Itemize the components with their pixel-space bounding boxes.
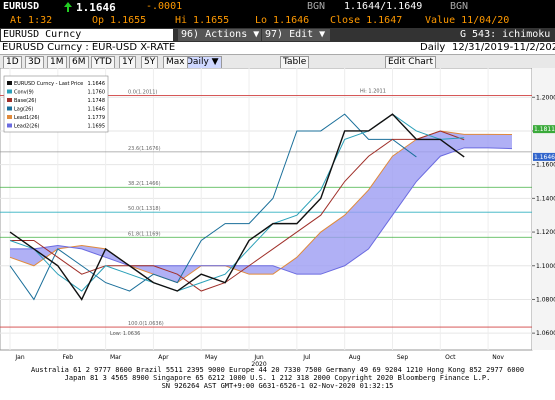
level-label: 50.0(1.1318): [128, 206, 161, 212]
x-tick-label: Nov: [492, 354, 504, 361]
y-tick-label: 1.1600: [536, 162, 555, 169]
toolbar: Daily ▼ Table Edit Chart 1D 3D 1M 6M YTD 1Y 5Y…: [0, 55, 555, 69]
ask-source: BGN: [450, 1, 469, 12]
series-line: [10, 147, 513, 275]
cloud: [10, 130, 512, 283]
level-label: 61.8(1.1169): [128, 231, 161, 237]
legend-label: Base(26): [14, 98, 36, 104]
value-date: Value 11/04/20: [425, 15, 510, 26]
page-name: G 543: ichimoku: [460, 29, 551, 40]
y-tick-label: 1.2000: [536, 94, 555, 101]
y-tick-label: 1.1200: [536, 229, 555, 236]
x-tick-label: Jan: [14, 354, 24, 361]
price-tag-label: 1.1646: [534, 154, 555, 161]
footer-line: Japan 81 3 4565 8900 Singapore 65 6212 1…: [64, 374, 491, 382]
period-button[interactable]: YTD: [91, 56, 115, 69]
legend-swatch: [7, 115, 12, 119]
x-tick-label: Sep: [397, 354, 409, 361]
level-label: 0.0(1.2011): [128, 89, 157, 95]
x-tick-label: Apr: [158, 354, 169, 361]
footer-line: Australia 61 2 9777 8600 Brazil 5511 239…: [30, 366, 525, 374]
frequency: Daily: [420, 42, 446, 53]
high: Hi 1.1655: [175, 15, 230, 26]
legend-swatch: [7, 106, 12, 111]
axis-background: [532, 68, 555, 350]
x-tick-label: Jun: [253, 354, 264, 361]
function-bar: EURUSD Curncy 96) Actions ▼ 97) Edit ▼ G…: [0, 28, 555, 42]
level-label: 23.6(1.1676): [128, 146, 161, 152]
price-tag-label: 1.1811: [534, 126, 555, 133]
info-bar: EURUSD Curncy : EUR-USD X-RATE Daily 12/…: [0, 42, 555, 55]
legend-label: Lag(26): [14, 107, 33, 113]
legend-swatch: [7, 81, 12, 85]
price-tag: [533, 125, 555, 134]
y-tick-label: 1.0600: [536, 330, 555, 337]
x-tick-label: Feb: [62, 354, 73, 361]
ticker: EURUSD: [3, 1, 40, 12]
x-tick-label: Jul: [302, 354, 311, 361]
legend-swatch: [7, 123, 12, 128]
bid-ask: 1.1644/1.1649: [344, 1, 423, 12]
year-label: 2020: [251, 361, 266, 366]
series-line: [9, 113, 465, 301]
edit-menu[interactable]: 97) Edit ▼: [262, 29, 330, 41]
actions-menu[interactable]: 96) Actions ▼: [178, 29, 261, 41]
quote-bar: EURUSD 1.1646 -.0001 BGN 1.1644/1.1649 B…: [0, 0, 555, 14]
legend-box: [3, 75, 109, 133]
legend-value: 1.1695: [88, 124, 106, 130]
price-tag: [533, 152, 555, 161]
y-tick-label: 1.1400: [536, 195, 555, 202]
ohlc-bar: At 1:32 Op 1.1655 Hi 1.1655 Lo 1.1646 Cl…: [0, 14, 555, 28]
legend-value: 1.1748: [88, 98, 106, 104]
close: Close 1.1647: [330, 15, 403, 26]
legend-label: Lead2(26): [14, 124, 40, 130]
x-tick-label: Oct: [445, 354, 456, 361]
y-tick-label: 1.1000: [536, 263, 555, 270]
x-tick-label: Aug: [349, 354, 361, 361]
legend-label: EURUSD Curncy - Last Price: [14, 81, 83, 87]
up-arrow: [64, 2, 72, 12]
legend-value: 1.1646: [88, 107, 106, 113]
x-tick-label: Mar: [110, 354, 122, 361]
legend-value: 1.1779: [88, 115, 106, 121]
bid-source: BGN: [307, 1, 326, 12]
change: -.0001: [146, 1, 183, 12]
series-line: [10, 130, 465, 292]
security-field[interactable]: EURUSD Curncy: [1, 29, 173, 41]
legend-value: 1.1646: [88, 81, 106, 87]
open: Op 1.1655: [92, 15, 147, 26]
footer-line: SN 926264 AST GMT+9:00 G631-6526-1 02-No…: [161, 382, 394, 390]
level-label: 100.0(1.0636): [128, 321, 164, 327]
level-label: 38.2(1.1466): [128, 181, 161, 187]
series-line: [9, 113, 417, 301]
legend: EURUSD Curncy - Last Price 1.1646 Conv(9) 1…: [3, 75, 109, 133]
y-tick-label: 1.0800: [536, 296, 555, 303]
x-tick-label: May: [205, 354, 218, 361]
table-button[interactable]: Table: [280, 56, 310, 69]
legend-value: 1.1760: [88, 90, 106, 96]
extreme-label: Hi: 1.2011: [360, 88, 386, 94]
chart: 1.0600 1.0800 1.1000 1.1200 1.1400 1.1600 1.18…: [0, 68, 555, 366]
last-price: 1.1646: [76, 1, 116, 14]
footer: Australia 61 2 9777 8600 Brazil 5511 239…: [0, 366, 555, 400]
legend-label: Conv(9): [14, 90, 34, 96]
legend-swatch: [7, 98, 12, 102]
low: Lo 1.1646: [255, 15, 310, 26]
extreme-label: Low: 1.0636: [110, 331, 140, 337]
time: At 1:32: [10, 15, 53, 26]
chart-title: EURUSD Curncy : EUR-USD X-RATE: [2, 42, 176, 53]
legend-label: Lead1(26): [14, 115, 40, 121]
date-range: 12/31/2019-11/2/2020: [452, 42, 555, 53]
legend-swatch: [7, 89, 12, 94]
